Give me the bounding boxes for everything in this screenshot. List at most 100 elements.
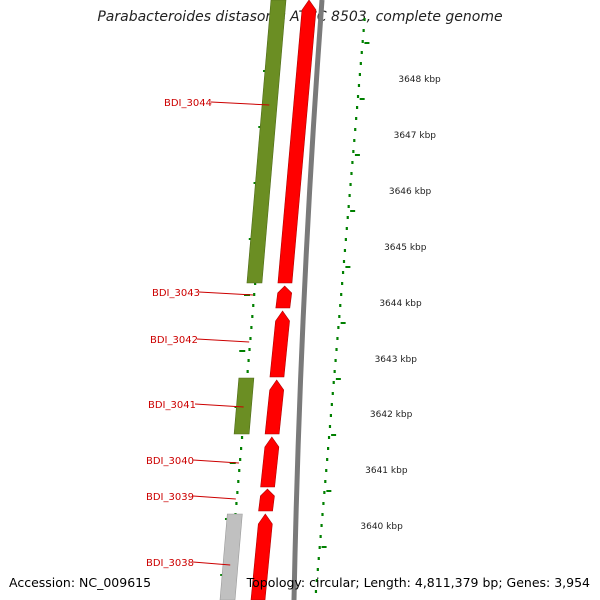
ruler-dot-outer bbox=[314, 590, 318, 593]
ruler-dot-outer bbox=[317, 557, 320, 560]
ruler-dot-outer bbox=[334, 359, 337, 362]
ruler-dot-outer bbox=[351, 161, 354, 164]
ruler-dot-inner bbox=[249, 337, 252, 340]
ruler-dot-outer bbox=[326, 458, 329, 461]
ruler-tick-outer bbox=[350, 210, 356, 212]
ruler-dot-inner bbox=[248, 348, 251, 351]
ruler-tick-outer bbox=[331, 434, 337, 436]
gene-labels: BDI_3044 BDI_3043 BDI_3042 BDI_3041 BDI_3040… bbox=[146, 98, 270, 569]
cds-arrow bbox=[275, 285, 293, 309]
ruler-dot-outer bbox=[354, 128, 357, 131]
forward-gene-block bbox=[246, 0, 287, 284]
ruler-dot-outer bbox=[346, 216, 349, 219]
ruler-dot-outer bbox=[316, 568, 319, 571]
cds-arrow bbox=[277, 0, 317, 284]
ruler-dot-outer bbox=[328, 425, 332, 428]
tick-labels: 3648 kbp 3647 kbp 3646 kbp 3645 kbp 3644 kbp… bbox=[360, 75, 441, 532]
ruler-tick-outer bbox=[335, 378, 341, 380]
gene-label: BDI_3042 bbox=[150, 335, 198, 346]
ruler-dot-outer bbox=[335, 348, 338, 351]
ruler-dot-outer bbox=[359, 62, 362, 65]
ruler-dot-outer bbox=[318, 546, 321, 549]
ruler-tick-outer bbox=[321, 546, 327, 548]
tick-label: 3644 kbp bbox=[379, 299, 422, 309]
ruler-tick-outer bbox=[326, 490, 332, 492]
gene-label: BDI_3040 bbox=[146, 456, 194, 467]
ruler-dot-outer bbox=[315, 579, 318, 582]
ruler-dot-outer bbox=[362, 29, 365, 32]
ruler-dot-outer bbox=[320, 524, 323, 527]
ruler-dot-outer bbox=[333, 370, 336, 373]
ruler-dot-outer bbox=[361, 40, 364, 43]
ruler-tick-outer bbox=[345, 266, 351, 268]
ruler-dot-outer bbox=[330, 403, 333, 406]
gene-label: BDI_3043 bbox=[152, 288, 200, 299]
ruler-dot-inner bbox=[252, 304, 255, 307]
cds-arrow bbox=[264, 379, 285, 435]
ruler-dot-inner bbox=[240, 436, 244, 439]
ruler-dot-outer bbox=[350, 172, 353, 175]
ruler-dot-outer bbox=[357, 84, 361, 87]
ruler-dot-outer bbox=[338, 315, 341, 318]
ruler-dot-outer bbox=[329, 414, 333, 417]
ruler-dot-outer bbox=[358, 73, 361, 76]
tick-label: 3648 kbp bbox=[398, 75, 441, 85]
ruler-dot-outer bbox=[349, 183, 352, 186]
ruler-dot-outer bbox=[341, 282, 344, 285]
tick-label: 3647 kbp bbox=[394, 131, 437, 141]
tick-label: 3645 kbp bbox=[384, 243, 427, 253]
ruler-dot-inner bbox=[240, 447, 243, 450]
gene-label-connector bbox=[194, 403, 244, 408]
tick-label: 3642 kbp bbox=[370, 410, 413, 420]
ruler-dot-outer bbox=[353, 139, 356, 142]
ruler-dot-outer bbox=[319, 535, 322, 538]
ruler-dot-outer bbox=[331, 392, 334, 395]
ruler-dot-outer bbox=[356, 95, 360, 98]
tick-label: 3643 kbp bbox=[375, 355, 418, 365]
ruler-dot-inner bbox=[250, 326, 253, 329]
gene-label: BDI_3039 bbox=[146, 492, 194, 503]
gene-label-connector bbox=[192, 561, 231, 566]
ruler-dot-outer bbox=[327, 447, 330, 450]
ruler-dot-outer bbox=[343, 249, 347, 252]
ruler-dot-inner bbox=[253, 293, 256, 296]
ruler-dot-inner bbox=[247, 359, 250, 362]
ruler-dot-inner bbox=[239, 458, 242, 461]
ruler-dot-inner bbox=[237, 480, 240, 483]
tick-label: 3640 kbp bbox=[360, 522, 403, 532]
ruler-dot-inner bbox=[235, 502, 238, 505]
gene-label: BDI_3038 bbox=[146, 558, 194, 569]
gene-label: BDI_3041 bbox=[148, 400, 196, 411]
ruler-dot-outer bbox=[327, 436, 331, 439]
ruler-dot-outer bbox=[363, 18, 366, 21]
ruler-dot-outer bbox=[348, 194, 351, 197]
ruler-dot-outer bbox=[337, 326, 340, 329]
accession-text: Accession: NC_009615 bbox=[9, 575, 152, 590]
ruler-dot-outer bbox=[325, 469, 328, 472]
ruler-dot-outer bbox=[347, 205, 350, 208]
ruler-dot-outer bbox=[355, 117, 358, 120]
ruler-tick-outer bbox=[359, 98, 365, 100]
feature-tracks bbox=[219, 0, 325, 600]
ruler-dot-outer bbox=[323, 491, 326, 494]
ruler-dot-outer bbox=[352, 150, 355, 153]
ruler-dot-inner bbox=[238, 469, 241, 472]
ruler-dot-inner bbox=[251, 315, 254, 318]
ruler-tick-outer bbox=[364, 42, 370, 44]
cds-arrow bbox=[260, 436, 280, 488]
ruler-dot-outer bbox=[340, 293, 343, 296]
gene-label-connector bbox=[192, 495, 236, 500]
ruler-tick-outer bbox=[354, 154, 360, 156]
gene-label: BDI_3044 bbox=[164, 98, 212, 109]
map-title: Parabacteroides distasonis ATCC 8503, co… bbox=[97, 9, 503, 25]
gene-label-connector bbox=[198, 291, 254, 296]
cds-arrow bbox=[269, 310, 290, 378]
ruler-dot-outer bbox=[344, 238, 347, 241]
ruler-dot-outer bbox=[324, 480, 327, 483]
ruler-dot-inner bbox=[254, 282, 257, 285]
tick-label: 3641 kbp bbox=[365, 466, 408, 476]
ruler-dot-outer bbox=[322, 502, 325, 505]
ruler-dot-inner bbox=[236, 491, 239, 494]
topology-info: Topology: circular; Length: 4,811,379 bp… bbox=[246, 575, 590, 590]
